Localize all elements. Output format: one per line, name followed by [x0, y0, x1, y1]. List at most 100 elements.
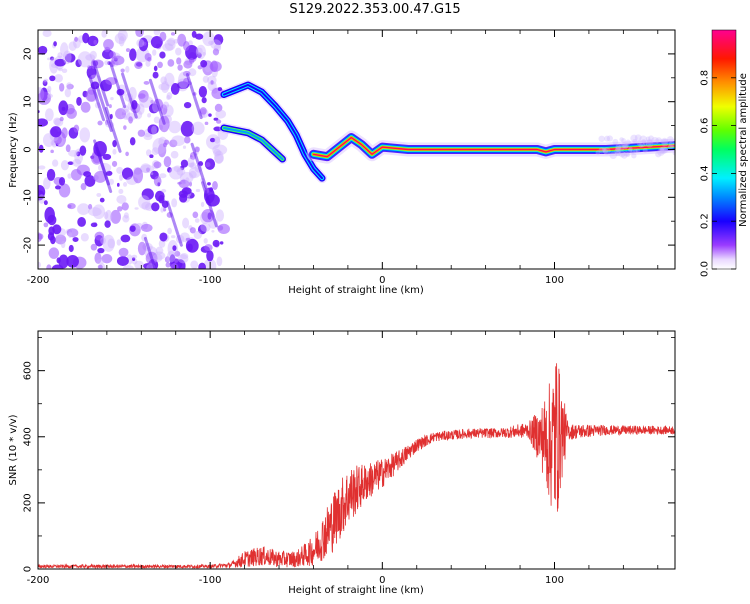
noise-blob	[66, 228, 79, 238]
noise-streak	[121, 72, 138, 119]
noise-blob	[134, 61, 143, 70]
halo-blob	[643, 141, 648, 146]
noise-blob	[108, 178, 114, 185]
noise-blob	[97, 264, 103, 269]
noise-blob	[38, 118, 48, 127]
noise-blob	[60, 160, 70, 171]
noise-blob	[211, 229, 215, 233]
halo-blob	[648, 135, 654, 142]
noise-blob	[213, 148, 221, 157]
noise-blob	[46, 264, 52, 269]
noise-blob	[214, 136, 221, 144]
noise-blob	[110, 209, 121, 224]
noise-blob	[42, 30, 52, 38]
noise-blob	[47, 57, 51, 61]
noise-blob	[129, 137, 136, 146]
noise-blob	[47, 214, 57, 226]
noise-blob	[216, 119, 222, 124]
noise-streak	[166, 200, 183, 247]
noise-blob	[102, 234, 115, 252]
noise-blob	[84, 175, 96, 187]
noise-blob	[219, 241, 224, 245]
halo-blob	[612, 138, 619, 145]
noise-blob	[67, 173, 72, 179]
halo-blob	[645, 140, 654, 148]
spectrogram-x-ticks: -200 -100 0 100	[27, 30, 659, 286]
noise-blob	[200, 222, 211, 232]
halo-blob	[646, 138, 653, 145]
noise-blob	[97, 247, 105, 254]
noise-blob	[189, 227, 196, 234]
noise-blob	[38, 261, 41, 268]
noise-blob	[151, 125, 157, 135]
noise-streak	[88, 75, 106, 122]
noise-blob	[188, 167, 201, 178]
halo-blob	[666, 136, 674, 143]
noise-blob	[162, 43, 174, 52]
noise-blob	[153, 65, 158, 72]
noise-blob	[110, 97, 114, 101]
noise-blob	[183, 102, 192, 109]
y-tick-label: -10	[23, 189, 34, 205]
noise-blob	[197, 224, 207, 235]
halo-blob	[638, 143, 643, 148]
noise-blob	[55, 234, 67, 245]
noise-blob	[53, 117, 62, 126]
noise-blob	[178, 179, 190, 189]
noise-blob	[128, 116, 133, 124]
noise-blob	[96, 192, 102, 198]
noise-blob	[52, 224, 62, 235]
noise-blob	[54, 185, 61, 190]
noise-blob	[94, 231, 105, 241]
noise-blob	[169, 139, 178, 148]
noise-blob	[202, 75, 210, 83]
halo-blob	[618, 150, 626, 158]
noise-blob	[132, 257, 136, 261]
noise-blob	[50, 149, 54, 154]
noise-blob	[68, 231, 73, 238]
noise-blob	[129, 48, 137, 61]
noise-blob	[158, 195, 165, 204]
noise-blob	[191, 121, 205, 135]
y-tick-label: 0	[23, 146, 34, 152]
noise-blob	[166, 92, 173, 100]
noise-blob	[151, 147, 160, 156]
noise-blob	[68, 244, 74, 253]
noise-blob	[58, 177, 66, 186]
noise-blob	[181, 187, 192, 195]
noise-blob	[167, 227, 172, 235]
noise-blob	[151, 202, 160, 212]
snr-series-line	[38, 363, 675, 569]
noise-blob	[167, 166, 172, 173]
noise-blob	[122, 214, 130, 223]
noise-blob	[175, 47, 182, 56]
noise-blob	[170, 150, 179, 159]
noise-blob	[125, 65, 130, 73]
halo-blob	[636, 140, 642, 146]
noise-blob	[119, 174, 123, 181]
noise-blob	[215, 209, 225, 222]
noise-blob	[87, 65, 92, 69]
noise-blob	[105, 170, 113, 176]
noise-blob	[74, 36, 78, 42]
noise-blob	[88, 207, 102, 217]
x-tick-label: 0	[379, 575, 385, 586]
noise-blob	[90, 222, 98, 228]
noise-blob	[203, 237, 208, 244]
noise-blob	[202, 51, 206, 56]
noise-blob	[152, 253, 163, 263]
noise-blob	[208, 40, 214, 46]
noise-blob	[192, 211, 199, 219]
noise-blob	[38, 91, 51, 105]
noise-streak	[96, 85, 113, 133]
halo-blob	[609, 151, 618, 160]
x-tick-label: -100	[199, 575, 222, 586]
noise-blob	[58, 183, 71, 198]
noise-blob	[54, 74, 63, 83]
noise-blob	[80, 182, 87, 191]
noise-blob	[50, 235, 56, 245]
noise-blob	[120, 68, 125, 73]
noise-blob	[189, 162, 197, 169]
noise-blob	[198, 262, 206, 269]
snr-y-ticks: 0 200 400 600	[23, 337, 675, 572]
